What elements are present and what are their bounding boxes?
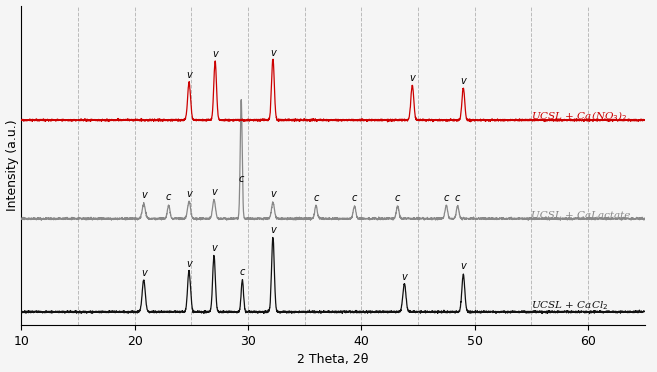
Text: UCSL + CaCl$_2$: UCSL + CaCl$_2$ [532, 299, 608, 312]
Text: c: c [455, 193, 461, 203]
Text: v: v [212, 49, 218, 59]
Text: c: c [166, 192, 171, 202]
Text: c: c [352, 193, 357, 203]
Text: v: v [270, 48, 276, 58]
Text: v: v [141, 268, 147, 278]
Text: v: v [461, 262, 466, 272]
Text: v: v [401, 272, 407, 282]
X-axis label: 2 Theta, 2θ: 2 Theta, 2θ [298, 353, 369, 366]
Text: UCSL + CaLactate: UCSL + CaLactate [532, 211, 631, 221]
Text: v: v [186, 70, 192, 80]
Text: v: v [211, 187, 217, 197]
Text: UCSL + Ca(NO$_3$)$_2$: UCSL + Ca(NO$_3$)$_2$ [532, 109, 628, 123]
Text: c: c [443, 193, 449, 203]
Text: v: v [211, 243, 217, 253]
Text: v: v [186, 189, 192, 199]
Text: v: v [461, 76, 466, 86]
Text: v: v [270, 225, 276, 235]
Text: v: v [270, 189, 276, 199]
Text: c: c [313, 193, 319, 203]
Text: c: c [238, 174, 244, 184]
Text: c: c [240, 267, 245, 277]
Text: v: v [186, 259, 192, 269]
Y-axis label: Intensity (a.u.): Intensity (a.u.) [5, 119, 18, 211]
Text: c: c [395, 193, 400, 203]
Text: v: v [141, 190, 147, 200]
Text: v: v [409, 73, 415, 83]
